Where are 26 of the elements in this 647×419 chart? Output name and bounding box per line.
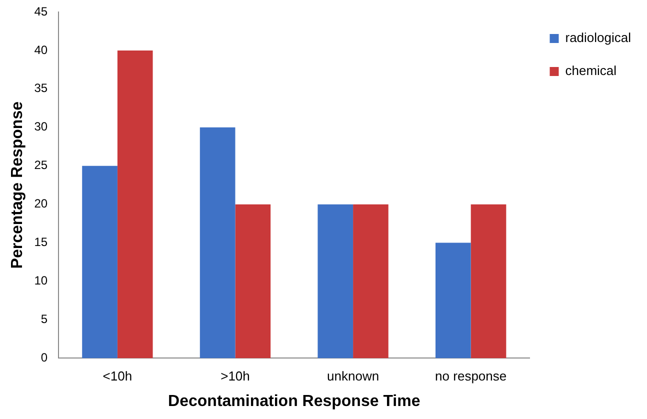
legend-label: radiological: [565, 30, 632, 46]
y-tick-label: 5: [40, 312, 48, 326]
y-tick-label: 35: [34, 81, 48, 96]
legend-label: chemical: [565, 63, 617, 78]
bar: [200, 127, 236, 358]
y-tick-label: 0: [40, 350, 48, 365]
y-tick-label: 10: [34, 274, 48, 288]
bar: [353, 204, 388, 358]
x-tick-label: unknown: [327, 368, 380, 384]
bar: [470, 204, 506, 358]
y-tick-label: 30: [34, 120, 48, 134]
bar: [235, 204, 271, 358]
bar: [318, 204, 354, 358]
x-tick-label: no response: [435, 368, 507, 384]
y-tick-label: 25: [34, 158, 48, 172]
x-tick-label: >10h: [220, 368, 250, 384]
y-axis-title: Percentage Response: [9, 101, 26, 269]
x-axis-title: Decontamination Response Time: [168, 392, 420, 410]
bar: [436, 242, 471, 358]
bar: [117, 50, 153, 358]
y-tick-label: 20: [34, 196, 48, 211]
y-tick-label: 15: [34, 235, 48, 250]
y-tick-label: 45: [34, 4, 48, 18]
y-tick-label: 40: [34, 42, 48, 57]
bar: [82, 166, 118, 358]
x-tick-label: <10h: [102, 368, 132, 384]
